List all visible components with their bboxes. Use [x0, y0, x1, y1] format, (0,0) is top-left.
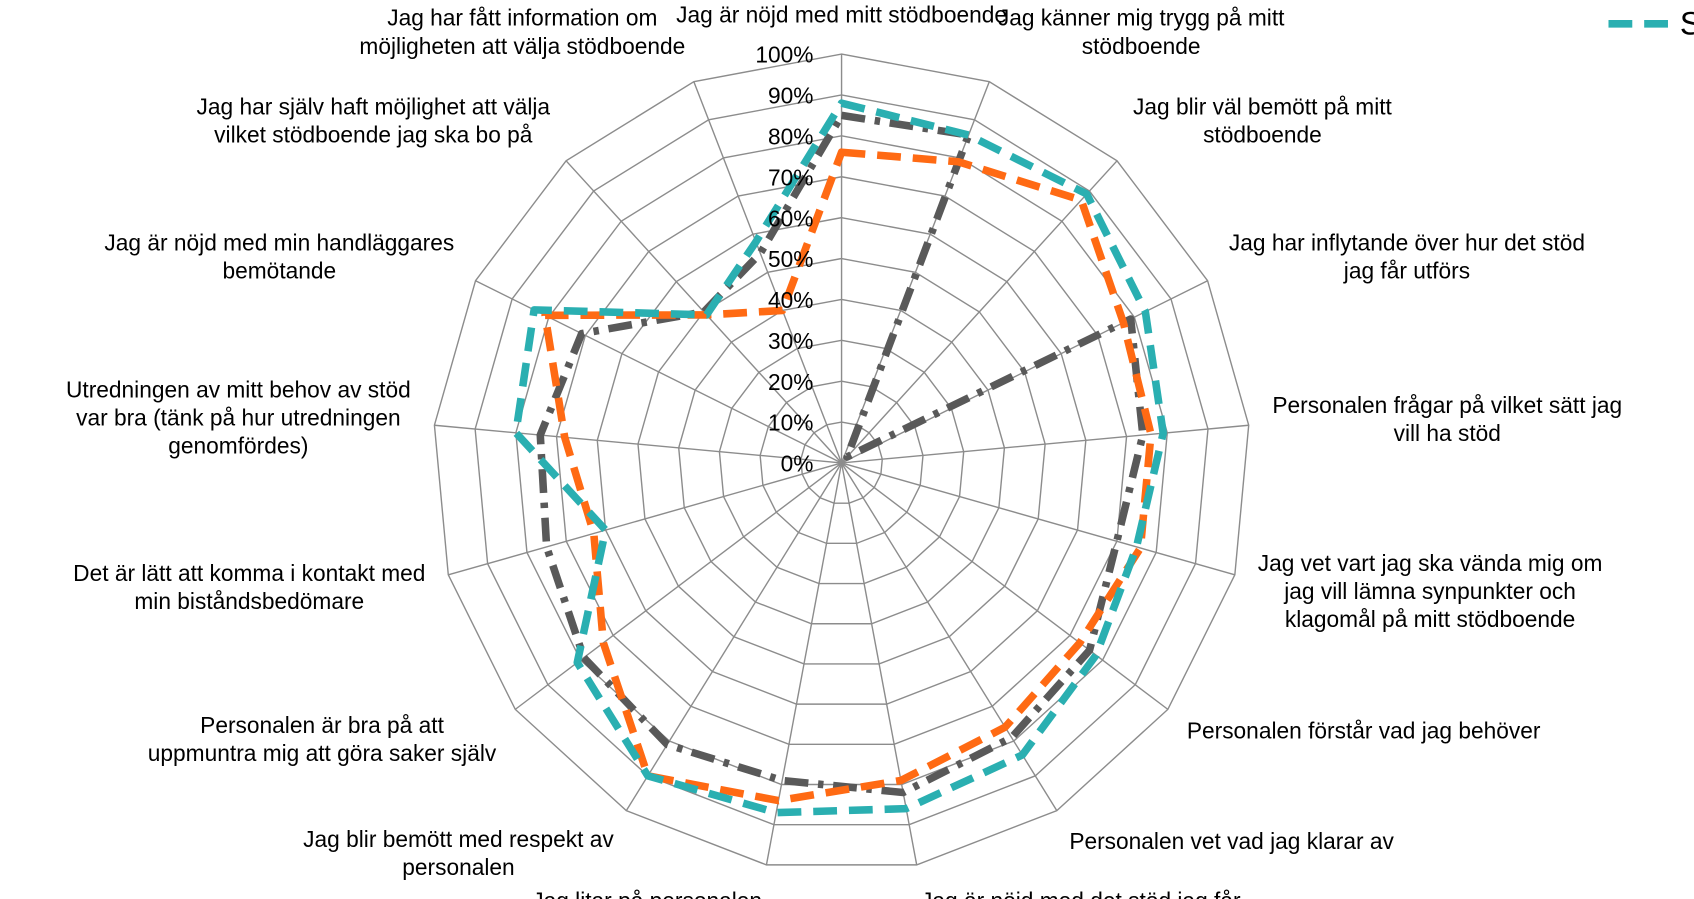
y-tick-label: 100%	[755, 42, 813, 68]
category-label: Personalen är bra på att uppmuntra mig a…	[147, 713, 497, 767]
y-tick-label: 30%	[768, 328, 813, 354]
y-tick-label: 10%	[768, 410, 813, 436]
grid-ring	[596, 216, 1087, 705]
spoke	[434, 424, 842, 464]
y-tick-label: 0%	[781, 451, 814, 477]
y-tick-label: 50%	[768, 246, 813, 272]
category-label: Jag har inflytande över hur det stöd jag…	[1228, 230, 1585, 284]
y-tick-label: 90%	[768, 83, 813, 109]
category-label: Jag känner mig trygg på mitt stödboende	[997, 6, 1285, 60]
y-tick-label: 40%	[768, 287, 813, 313]
y-tick-label: 20%	[768, 369, 813, 395]
grid-ring	[555, 176, 1128, 746]
spoke	[693, 81, 843, 464]
category-label: Jag har själv haft möjlighet att välja v…	[196, 95, 551, 149]
y-tick-label: 60%	[768, 205, 813, 231]
category-label: Jag är nöjd med min handläggares bemötan…	[104, 230, 455, 284]
category-label: Det är lätt att komma i kontakt med min …	[73, 562, 426, 616]
category-label: Utredningen av mitt behov av stöd var br…	[66, 378, 411, 460]
spoke	[448, 462, 842, 576]
category-label: Personalen förstår vad jag behöver	[1186, 719, 1541, 745]
spoke	[625, 462, 843, 811]
spoke	[841, 160, 1118, 464]
grid-ring	[677, 298, 1006, 625]
category-label: Jag blir väl bemött på mitt stödboende	[1133, 95, 1392, 149]
category-label: Jag har fått information om möjligheten …	[359, 6, 686, 60]
category-label: Jag är nöjd med mitt stödboende	[676, 3, 1007, 29]
spoke	[841, 462, 1236, 576]
spoke	[841, 462, 1169, 710]
category-label: Personalen vet vad jag klarar av	[1069, 829, 1394, 855]
grid-ring	[718, 339, 965, 585]
series-line	[541, 148, 1155, 805]
category-label: Jag litar på personalen	[532, 888, 762, 899]
category-label: Jag är nöjd med det stöd jag får	[921, 888, 1240, 899]
grid-ring	[433, 53, 1250, 866]
legend-label: Staden 201	[1680, 6, 1694, 42]
category-label: Jag vet vart jag ska vända mig om jag vi…	[1257, 551, 1603, 633]
category-label: Jag blir bemött med respekt av personale…	[303, 827, 614, 881]
spoke	[514, 462, 842, 710]
spoke	[840, 462, 918, 866]
y-tick-label: 70%	[768, 164, 813, 190]
series-line	[512, 99, 1167, 817]
y-tick-label: 80%	[768, 124, 813, 150]
grid-ring	[474, 94, 1209, 826]
spoke	[841, 424, 1249, 464]
grid-ring	[637, 257, 1046, 665]
category-label: Personalen frågar på vilket sätt jag vil…	[1272, 393, 1623, 447]
